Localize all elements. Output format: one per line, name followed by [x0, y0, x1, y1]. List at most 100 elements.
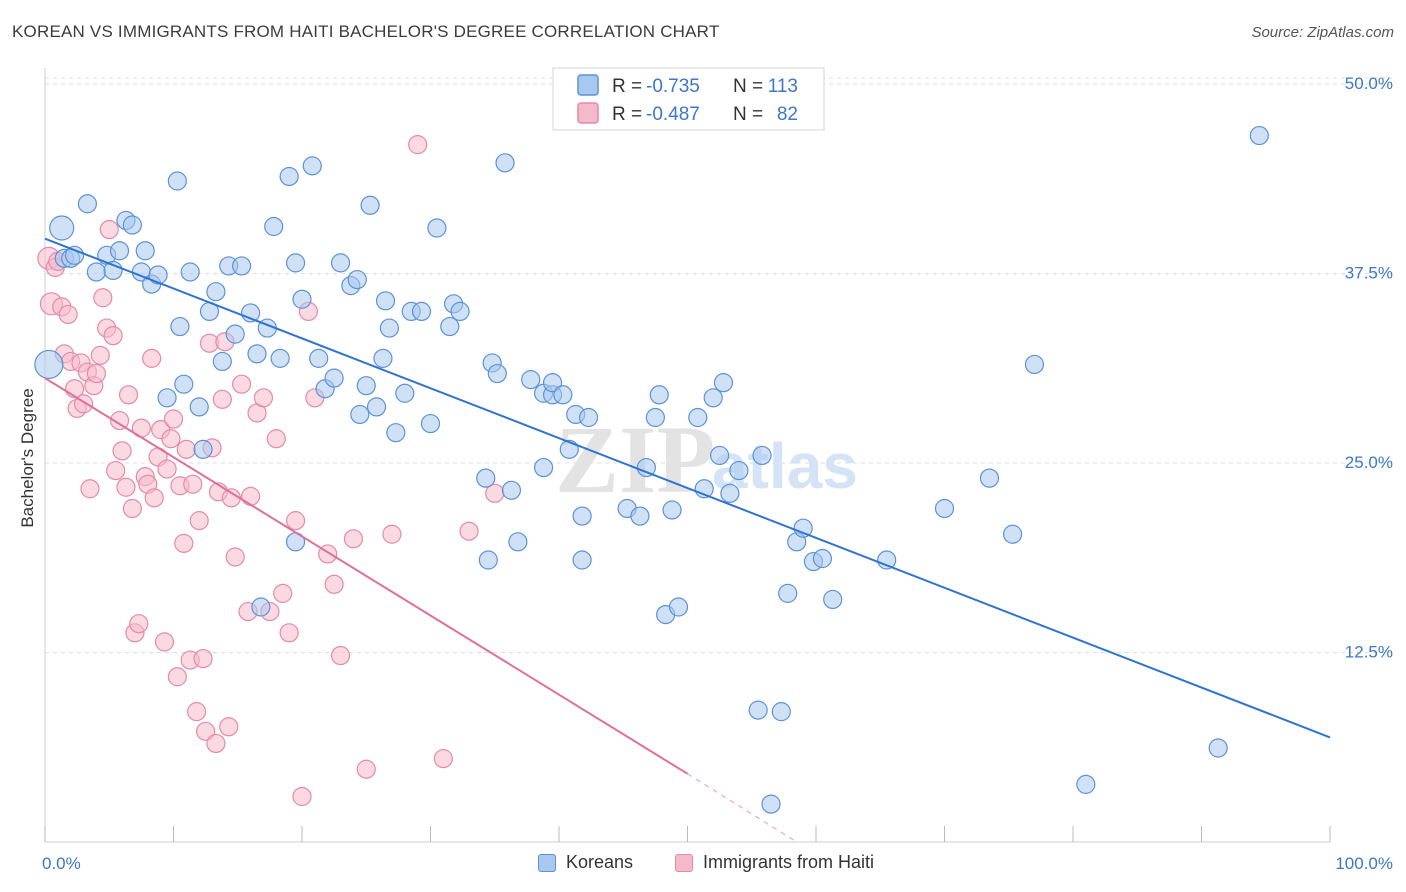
korean-point	[668, 597, 689, 617]
korean-point	[1249, 125, 1269, 146]
legend-label-koreans: Koreans	[566, 852, 634, 872]
korean-point	[170, 316, 190, 337]
legend-r-label-2: R =	[612, 104, 642, 125]
korean-point	[292, 289, 312, 309]
korean-point	[206, 282, 226, 302]
y-axis-label: Bachelor's Degree	[18, 388, 37, 527]
legend-n-label-2: N =	[733, 104, 763, 125]
korean-point	[771, 702, 791, 722]
korean-point	[386, 423, 406, 443]
legend-r-label-1: R =	[612, 76, 642, 97]
haiti-point	[106, 460, 126, 481]
legend-swatch-haiti	[577, 102, 599, 124]
korean-point	[189, 397, 209, 417]
korean-point	[495, 153, 515, 173]
korean-point	[279, 166, 299, 187]
legend-n-label-1: N =	[733, 76, 763, 97]
korean-point	[350, 404, 370, 425]
korean-point	[309, 348, 329, 368]
legend-item-koreans[interactable]: Koreans	[538, 852, 633, 873]
korean-point	[793, 518, 813, 538]
korean-point	[533, 457, 554, 478]
legend-n-value-2: 82	[777, 104, 798, 125]
korean-point	[77, 194, 98, 214]
haiti-point	[206, 733, 226, 754]
legend-label-haiti: Immigrants from Haiti	[703, 852, 875, 872]
korean-point	[729, 460, 749, 481]
korean-point	[748, 700, 768, 720]
korean-point	[752, 445, 772, 466]
grid-lines	[45, 77, 1392, 653]
haiti-point	[93, 288, 113, 308]
korean-point	[427, 218, 447, 238]
korean-point	[225, 324, 245, 344]
korean-point	[501, 480, 522, 500]
korean-point	[1003, 524, 1023, 544]
y-tick-label: 37.5%	[1345, 264, 1393, 283]
koreans-swatch-icon	[538, 853, 556, 872]
haiti-point	[99, 219, 119, 240]
source-label: Source: ZipAtlas.com	[1251, 24, 1394, 41]
legend-n-value-1: 113	[768, 76, 798, 97]
korean-point	[979, 468, 1000, 488]
haiti-point	[279, 623, 299, 643]
korean-point	[630, 506, 650, 526]
korean-point	[167, 171, 187, 191]
korean-point	[270, 348, 290, 368]
korean-point	[193, 439, 213, 459]
haiti-point	[187, 702, 207, 722]
korean-point	[264, 216, 284, 237]
haiti-point	[167, 667, 187, 687]
korean-point	[521, 370, 541, 390]
haiti-point	[109, 410, 130, 431]
korean-point	[710, 445, 730, 466]
haiti-point	[219, 717, 239, 737]
korean-points	[34, 125, 1269, 814]
korean-point	[251, 597, 271, 617]
haiti-point	[193, 648, 213, 669]
tick-labels: 12.5% 25.0% 37.5% 50.0% 0.0% 100.0%	[42, 74, 1393, 873]
korean-point	[212, 351, 232, 372]
korean-point	[720, 483, 740, 503]
haiti-point	[232, 374, 252, 394]
korean-point	[487, 363, 507, 384]
x-tick-label-min: 0.0%	[42, 854, 81, 873]
haiti-point	[157, 459, 177, 479]
haiti-point	[129, 614, 149, 634]
y-tick-label: 50.0%	[1345, 74, 1393, 93]
korean-point	[302, 156, 322, 176]
korean-point	[86, 262, 107, 282]
haiti-point	[176, 439, 196, 459]
korean-point	[373, 348, 393, 368]
korean-point	[508, 532, 528, 552]
legend-item-haiti[interactable]: Immigrants from Haiti	[675, 852, 874, 873]
korean-point	[379, 318, 399, 338]
korean-point	[180, 262, 200, 282]
haiti-trend-line	[44, 377, 689, 775]
haiti-point	[183, 474, 203, 494]
haiti-point	[285, 511, 306, 531]
korean-point	[572, 506, 592, 526]
haiti-point	[459, 521, 479, 541]
haiti-point	[253, 388, 274, 408]
korean-point	[324, 368, 344, 388]
korean-point	[703, 388, 723, 408]
korean-point	[395, 383, 415, 403]
korean-point	[713, 373, 734, 393]
korean-point	[157, 388, 177, 408]
legend-swatch-koreans	[577, 74, 599, 96]
korean-point	[761, 794, 781, 814]
haiti-point	[266, 429, 286, 449]
korean-point	[553, 385, 573, 405]
haiti-point	[408, 135, 428, 155]
korean-point	[649, 385, 669, 405]
korean-point	[478, 550, 498, 570]
korean-point	[688, 407, 708, 428]
chart-title: KOREAN VS IMMIGRANTS FROM HAITI BACHELOR…	[12, 22, 720, 41]
korean-point	[375, 291, 396, 311]
haiti-point	[161, 429, 181, 449]
korean-point	[174, 374, 194, 394]
legend-r-value-2: -0.487	[646, 104, 700, 125]
haiti-point	[330, 645, 351, 666]
